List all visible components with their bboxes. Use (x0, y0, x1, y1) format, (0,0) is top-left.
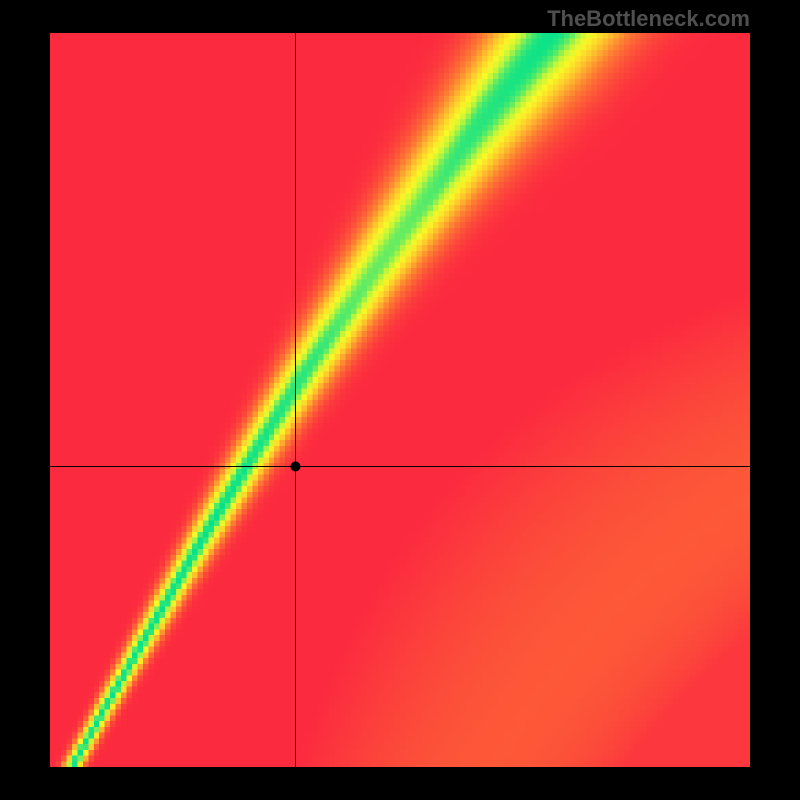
chart-container: TheBottleneck.com (0, 0, 800, 800)
source-watermark: TheBottleneck.com (547, 6, 750, 32)
crosshair-overlay (50, 33, 750, 767)
